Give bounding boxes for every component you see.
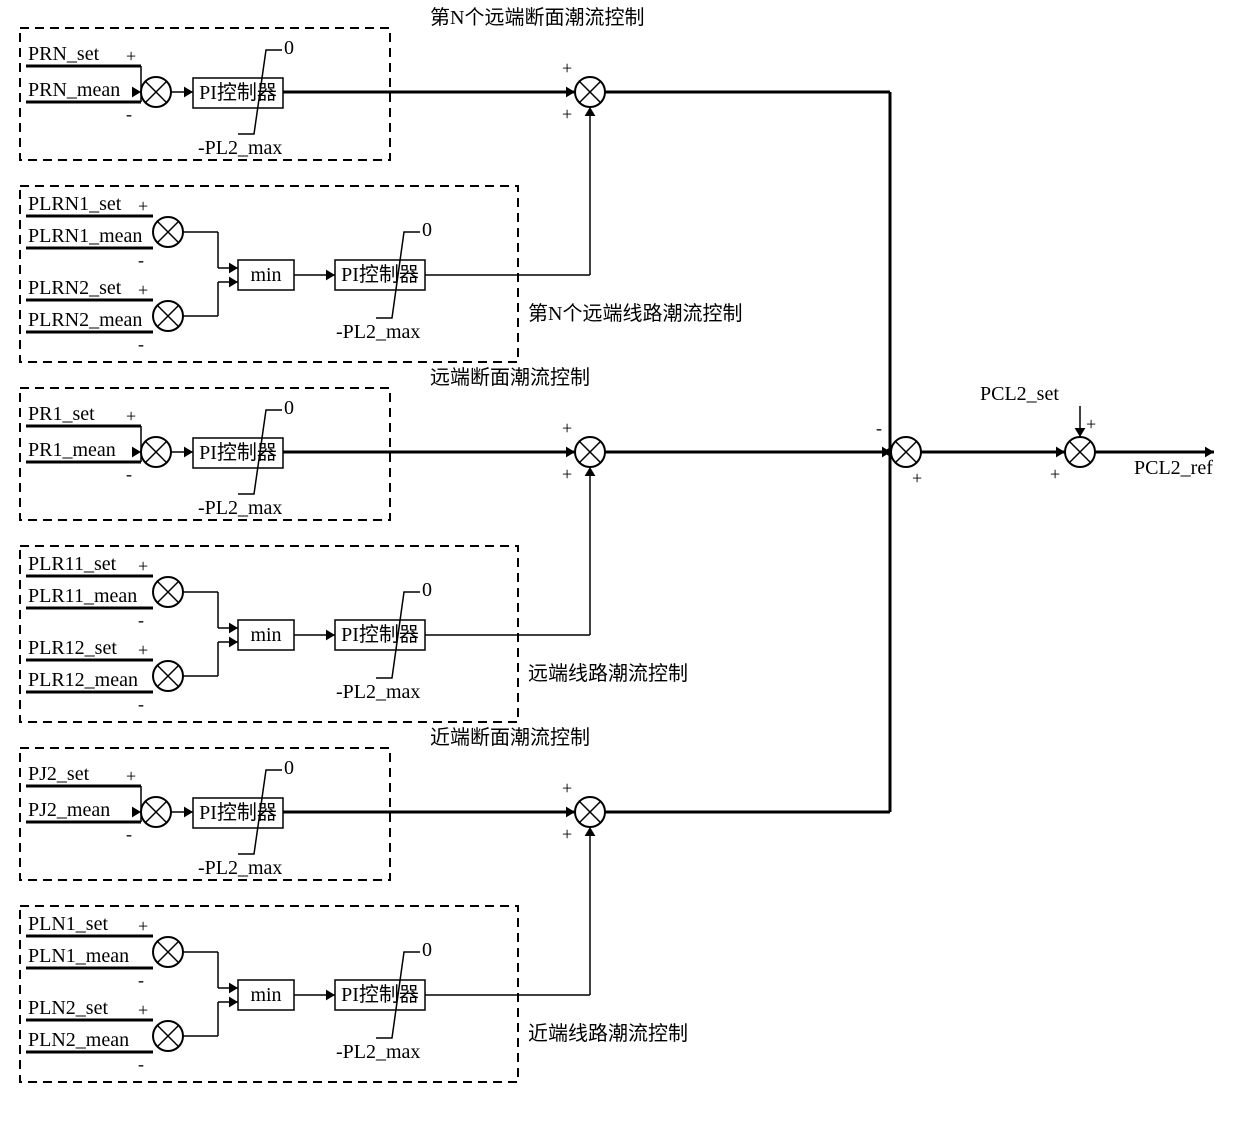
svg-text:0: 0 xyxy=(422,939,432,961)
pcl2-ref-label: PCL2_ref xyxy=(1134,457,1213,479)
svg-text:min: min xyxy=(250,264,281,286)
svg-text:-: - xyxy=(138,694,144,714)
svg-text:0: 0 xyxy=(422,579,432,601)
input-label: PRN_set xyxy=(28,43,100,65)
svg-text:PI控制器: PI控制器 xyxy=(199,801,277,824)
svg-text:+: + xyxy=(126,46,136,66)
svg-text:-: - xyxy=(876,418,882,438)
input-label: PLRN2_mean xyxy=(28,309,142,331)
svg-text:+: + xyxy=(126,406,136,426)
svg-text:-PL2_max: -PL2_max xyxy=(198,497,282,519)
input-label: PLN2_mean xyxy=(28,1029,129,1051)
svg-text:+: + xyxy=(138,1000,148,1020)
svg-text:0: 0 xyxy=(284,757,294,779)
svg-text:0: 0 xyxy=(284,37,294,59)
svg-text:min: min xyxy=(250,624,281,646)
svg-text:+: + xyxy=(1086,414,1096,434)
svg-text:+: + xyxy=(562,824,572,844)
svg-text:PI控制器: PI控制器 xyxy=(341,983,419,1006)
pcl2-set-label: PCL2_set xyxy=(980,383,1059,405)
module-title: 近端线路潮流控制 xyxy=(528,1022,688,1045)
input-label: PLRN1_set xyxy=(28,193,122,215)
svg-text:+: + xyxy=(562,104,572,124)
svg-text:+: + xyxy=(138,280,148,300)
svg-text:PI控制器: PI控制器 xyxy=(341,263,419,286)
svg-text:-PL2_max: -PL2_max xyxy=(198,137,282,159)
input-label: PLR11_mean xyxy=(28,585,137,607)
svg-text:0: 0 xyxy=(422,219,432,241)
input-label: PJ2_mean xyxy=(28,799,110,821)
input-label: PLN1_set xyxy=(28,913,108,935)
svg-text:-PL2_max: -PL2_max xyxy=(198,857,282,879)
input-label: PLN1_mean xyxy=(28,945,129,967)
svg-text:-: - xyxy=(138,334,144,354)
svg-text:min: min xyxy=(250,984,281,1006)
svg-text:-: - xyxy=(126,104,132,124)
svg-text:-: - xyxy=(126,824,132,844)
svg-text:+: + xyxy=(138,556,148,576)
input-label: PLN2_set xyxy=(28,997,108,1019)
svg-text:+: + xyxy=(912,468,922,488)
svg-text:-PL2_max: -PL2_max xyxy=(336,321,420,343)
input-label: PLR12_set xyxy=(28,637,117,659)
input-label: PLR11_set xyxy=(28,553,117,575)
svg-text:-PL2_max: -PL2_max xyxy=(336,1041,420,1063)
input-label: PLRN1_mean xyxy=(28,225,142,247)
svg-text:PI控制器: PI控制器 xyxy=(199,441,277,464)
control-block-diagram: PRN_set+PRN_mean-PI控制器0-PL2_maxPLRN1_set… xyxy=(0,0,1240,1124)
svg-text:+: + xyxy=(562,58,572,78)
svg-text:+: + xyxy=(126,766,136,786)
svg-text:-: - xyxy=(138,250,144,270)
svg-text:-: - xyxy=(138,610,144,630)
module-title: 近端断面潮流控制 xyxy=(430,726,590,749)
input-label: PJ2_set xyxy=(28,763,90,785)
module-title: 第N个远端线路潮流控制 xyxy=(528,302,742,325)
svg-text:PI控制器: PI控制器 xyxy=(199,81,277,104)
input-label: PR1_set xyxy=(28,403,95,425)
svg-text:PI控制器: PI控制器 xyxy=(341,623,419,646)
svg-text:+: + xyxy=(1050,464,1060,484)
input-label: PLR12_mean xyxy=(28,669,138,691)
module-title: 远端线路潮流控制 xyxy=(528,662,688,685)
svg-text:+: + xyxy=(138,916,148,936)
svg-text:0: 0 xyxy=(284,397,294,419)
svg-text:+: + xyxy=(138,196,148,216)
module-title: 第N个远端断面潮流控制 xyxy=(430,6,644,29)
svg-text:-: - xyxy=(138,970,144,990)
svg-text:+: + xyxy=(562,464,572,484)
module-title: 远端断面潮流控制 xyxy=(430,366,590,389)
input-label: PRN_mean xyxy=(28,79,120,101)
input-label: PLRN2_set xyxy=(28,277,122,299)
svg-text:-: - xyxy=(126,464,132,484)
svg-text:+: + xyxy=(562,778,572,798)
svg-text:-PL2_max: -PL2_max xyxy=(336,681,420,703)
svg-text:+: + xyxy=(562,418,572,438)
input-label: PR1_mean xyxy=(28,439,116,461)
svg-text:-: - xyxy=(138,1054,144,1074)
svg-text:+: + xyxy=(138,640,148,660)
